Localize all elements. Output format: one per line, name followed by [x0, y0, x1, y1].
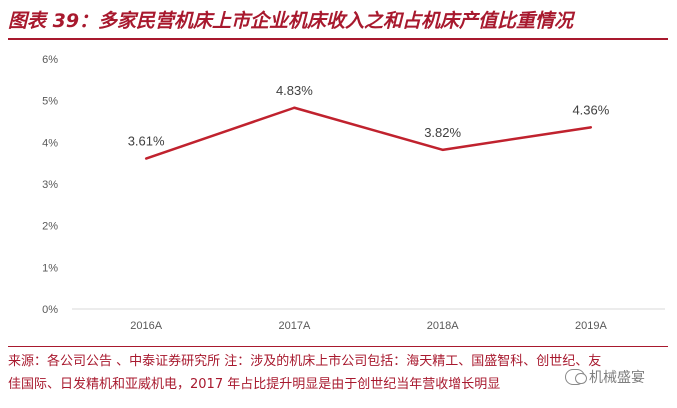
line-chart: 0% 1% 2% 3% 4% 5% 6% 2016A 2017A 2018A 2019A 3.61%…: [42, 54, 665, 332]
watermark: 机械盛宴: [565, 366, 645, 388]
data-label: 3.82%: [424, 125, 461, 140]
y-tick-label: 1%: [42, 262, 58, 274]
data-point: [441, 148, 444, 152]
y-tick-label: 4%: [42, 137, 58, 149]
y-tick-label: 6%: [42, 54, 58, 66]
data-point: [293, 106, 296, 109]
series-layer: [144, 106, 593, 160]
y-tick-label: 2%: [42, 221, 58, 233]
axis-layer: 0% 1% 2% 3% 4% 5% 6% 2016A 2017A 2018A 2019A: [42, 54, 665, 332]
x-tick-label: 2017A: [278, 320, 310, 332]
source-divider: [8, 346, 668, 347]
wechat-icon: [565, 369, 587, 385]
data-label: 3.61%: [128, 134, 165, 149]
x-tick-label: 2019A: [575, 320, 607, 332]
data-label-layer: 3.61% 4.83% 3.82% 4.36%: [128, 83, 610, 149]
figure-title: 图表 39：多家民营机床上市企业机床收入之和占机床产值比重情况: [8, 4, 668, 40]
x-tick-label: 2018A: [427, 320, 459, 332]
data-point: [589, 126, 593, 129]
x-tick-label: 2016A: [130, 320, 162, 332]
data-label: 4.36%: [572, 102, 609, 117]
data-point: [144, 157, 148, 160]
source-note: 来源：各公司公告 、中泰证券研究所 注：涉及的机床上市公司包括：海天精工、国盛智…: [8, 354, 602, 392]
data-label: 4.83%: [276, 83, 313, 98]
y-tick-label: 5%: [42, 96, 58, 108]
y-tick-label: 3%: [42, 179, 58, 191]
watermark-text: 机械盛宴: [589, 370, 645, 386]
y-tick-label: 0%: [42, 304, 58, 316]
series-line: [145, 106, 592, 160]
